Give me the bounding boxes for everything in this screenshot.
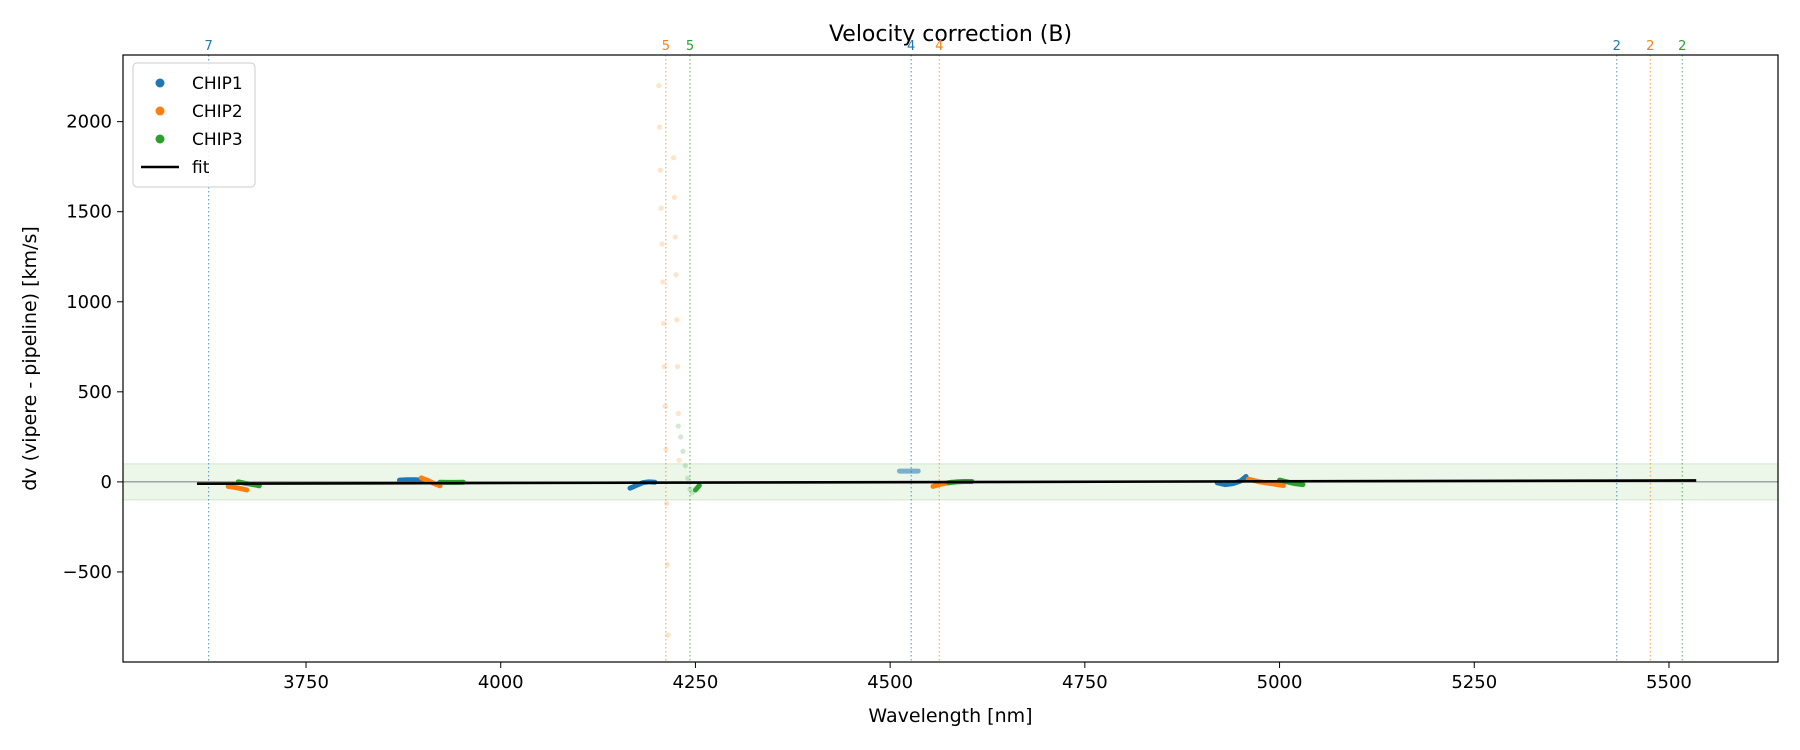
order-marker-label: 2 bbox=[1613, 39, 1621, 54]
order-marker-label: 5 bbox=[686, 39, 694, 54]
x-tick-label: 4750 bbox=[1062, 672, 1108, 693]
chart-title: Velocity correction (B) bbox=[829, 22, 1072, 47]
data-segment bbox=[225, 483, 250, 493]
outlier-point bbox=[685, 475, 691, 481]
order-marker-label: 7 bbox=[205, 39, 213, 54]
outlier-point bbox=[656, 83, 662, 89]
legend-label: CHIP1 bbox=[192, 74, 243, 94]
outlier-point bbox=[658, 205, 664, 211]
x-tick-label: 5250 bbox=[1451, 672, 1497, 693]
outlier-layer bbox=[656, 83, 695, 638]
outlier-point bbox=[678, 434, 684, 440]
outlier-point bbox=[680, 448, 686, 454]
legend: CHIP1 CHIP2 CHIP3 fit bbox=[132, 62, 256, 188]
y-tick-label: −500 bbox=[63, 562, 112, 583]
x-axis-label: Wavelength [nm] bbox=[868, 705, 1032, 727]
x-axis-ticks: 3750 4000 4250 4500 4750 5000 5250 5500 bbox=[283, 662, 1692, 693]
outlier-point bbox=[664, 562, 670, 568]
outlier-point bbox=[659, 241, 665, 247]
legend-label: CHIP2 bbox=[192, 102, 243, 122]
outlier-point bbox=[674, 317, 680, 323]
y-tick-label: 500 bbox=[78, 382, 112, 403]
data-segment bbox=[1214, 473, 1249, 488]
outlier-point bbox=[664, 500, 670, 507]
y-tick-label: 2000 bbox=[66, 112, 112, 133]
order-marker-label: 2 bbox=[1646, 39, 1654, 54]
order-marker-label: 4 bbox=[935, 39, 943, 54]
y-tick-label: 0 bbox=[101, 472, 112, 493]
order-marker-label: 2 bbox=[1678, 39, 1686, 54]
outlier-point bbox=[663, 446, 669, 453]
outlier-point bbox=[676, 457, 682, 463]
order-marker-label: 4 bbox=[907, 39, 915, 54]
outlier-point bbox=[674, 364, 681, 370]
outlier-point bbox=[661, 364, 667, 370]
y-tick-label: 1000 bbox=[66, 292, 112, 313]
legend-box bbox=[132, 62, 256, 188]
x-tick-label: 5000 bbox=[1257, 672, 1303, 693]
outlier-point bbox=[672, 234, 678, 240]
fit-line-layer bbox=[196, 479, 1697, 485]
outlier-point bbox=[671, 155, 677, 161]
x-tick-label: 4000 bbox=[478, 672, 524, 693]
outlier-point bbox=[671, 194, 678, 200]
outlier-point bbox=[675, 423, 681, 429]
x-tick-label: 4500 bbox=[867, 672, 913, 693]
fit-line bbox=[196, 479, 1697, 485]
legend-marker bbox=[155, 78, 165, 88]
outlier-point bbox=[673, 272, 679, 278]
x-tick-label: 3750 bbox=[283, 672, 329, 693]
outlier-point bbox=[657, 167, 663, 173]
legend-marker bbox=[155, 134, 165, 144]
order-marker-layer: 7 5 5 4 4 2 2 2 bbox=[205, 39, 1686, 662]
outlier-point bbox=[657, 124, 663, 130]
x-tick-label: 5500 bbox=[1646, 672, 1692, 693]
outlier-point bbox=[660, 279, 666, 285]
outlier-point bbox=[675, 410, 681, 417]
y-tick-label: 1500 bbox=[66, 202, 112, 223]
y-axis-ticks: −500 0 500 1000 1500 2000 bbox=[63, 112, 123, 583]
data-segment bbox=[692, 482, 702, 493]
outlier-point bbox=[687, 486, 693, 492]
order-marker-label: 5 bbox=[662, 39, 670, 54]
outlier-point bbox=[665, 632, 671, 638]
x-tick-label: 4250 bbox=[673, 672, 719, 693]
legend-label: CHIP3 bbox=[192, 130, 243, 150]
outlier-point bbox=[682, 463, 688, 469]
outlier-point bbox=[660, 320, 667, 326]
legend-label: fit bbox=[192, 158, 210, 178]
plot-frame bbox=[122, 54, 1779, 663]
legend-marker bbox=[155, 106, 165, 116]
y-axis-label: dv (vipere - pipeline) [km/s] bbox=[19, 226, 41, 491]
outlier-point bbox=[662, 403, 668, 409]
